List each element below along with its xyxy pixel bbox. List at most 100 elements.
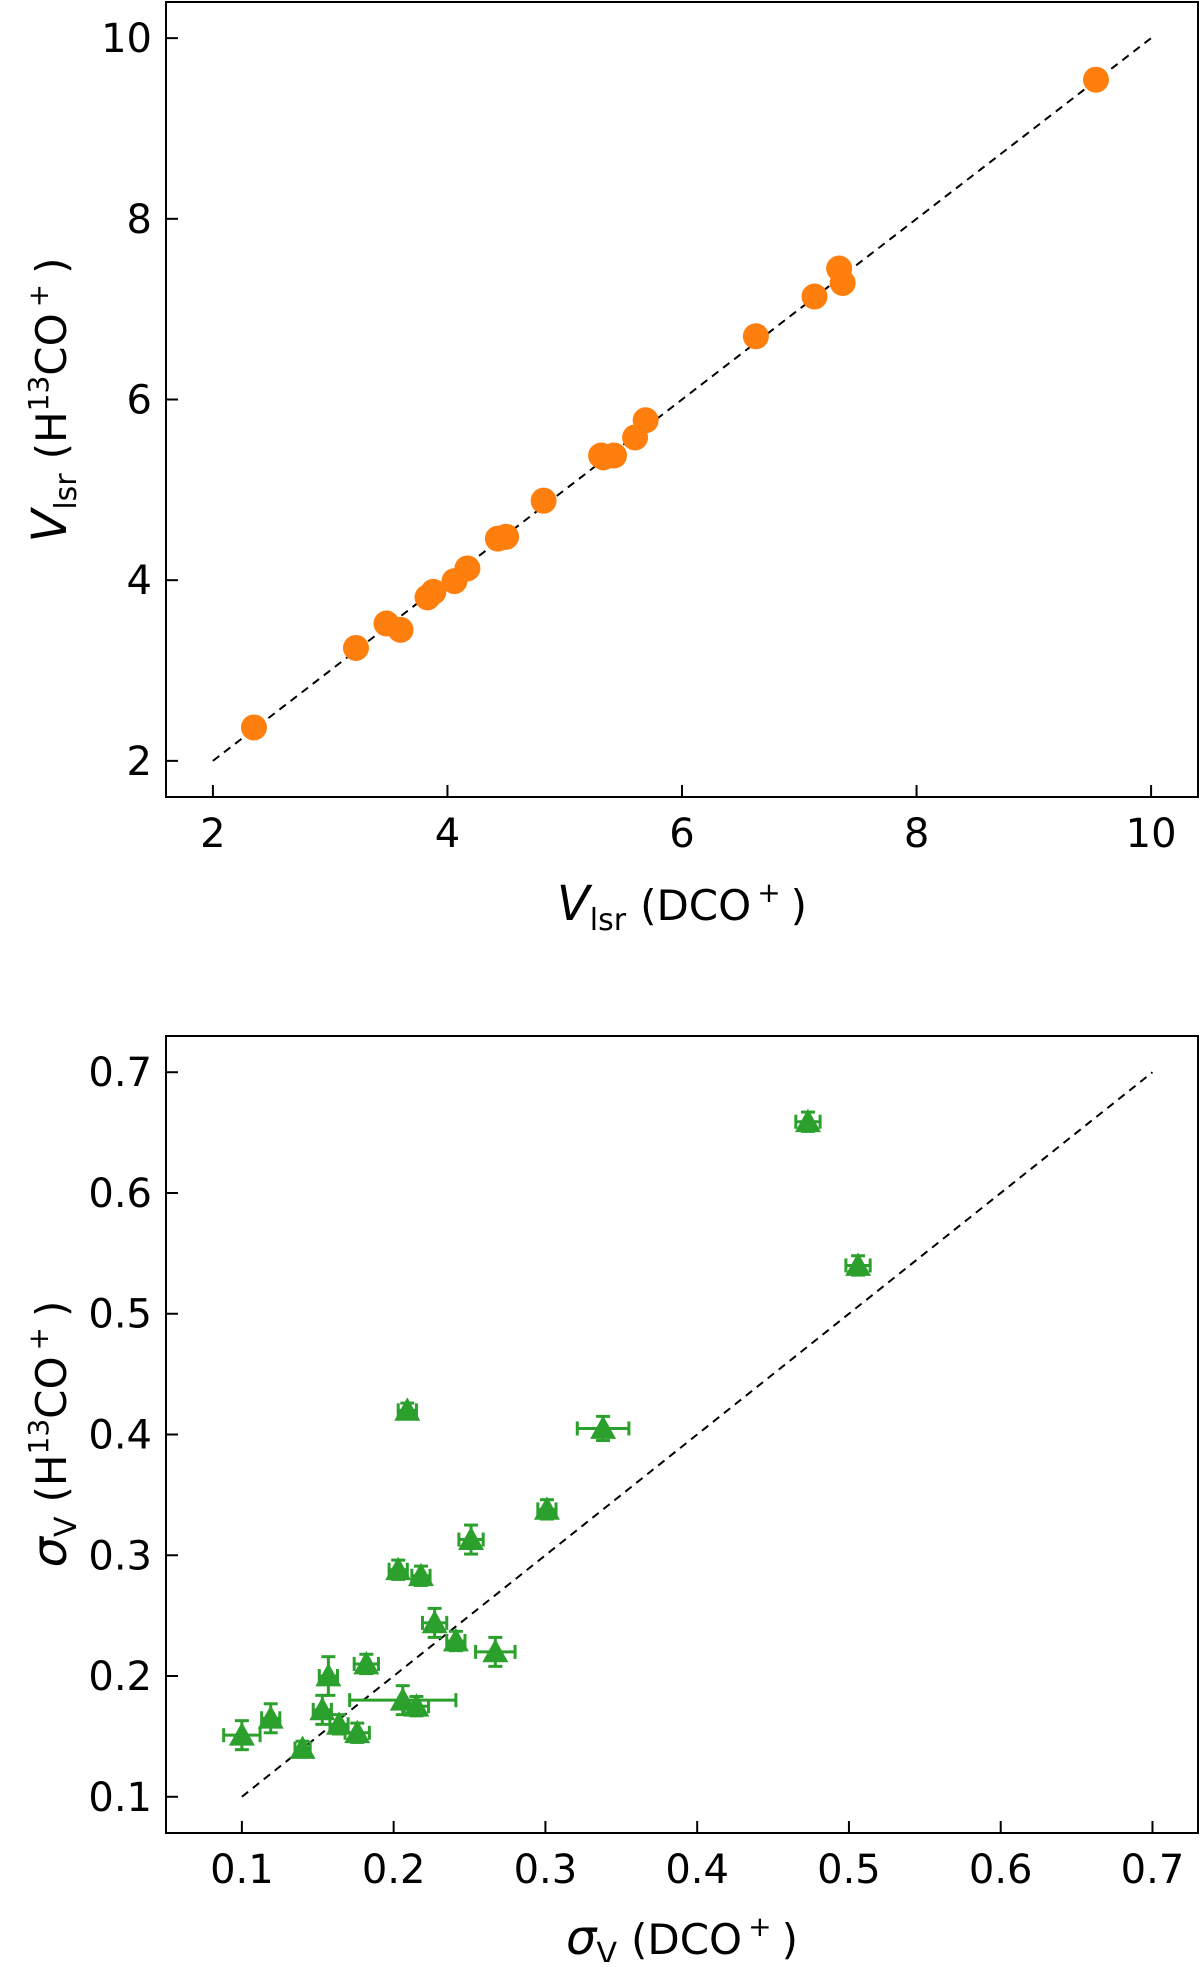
y-label-charge: +: [22, 1327, 55, 1350]
y-label-subscript: V: [49, 1516, 84, 1537]
triangle-marker: [344, 1719, 371, 1744]
x-tick-label: 0.6: [969, 1847, 1033, 1893]
x-label-subscript: V: [596, 1937, 617, 1962]
data-point: [530, 487, 557, 514]
velocity-points: [240, 66, 1109, 741]
data-point: [343, 1719, 371, 1744]
x-tick-label: 10: [1126, 811, 1177, 857]
x-label-close: ): [791, 881, 807, 930]
triangle-marker: [385, 1556, 412, 1581]
triangle-marker: [845, 1252, 872, 1276]
y-label-close: ): [27, 257, 76, 273]
data-point: [442, 1627, 469, 1653]
data-point: [533, 1496, 560, 1521]
y-label-charge: +: [22, 284, 55, 307]
x-label-close: ): [782, 1915, 798, 1962]
triangle-marker: [394, 1397, 421, 1421]
y-tick-label: 0.2: [88, 1654, 152, 1700]
triangle-marker: [794, 1108, 821, 1133]
velocity-y-ticks: 2 4 6 8 10: [101, 16, 178, 785]
data-point: [1082, 66, 1109, 93]
data-point: [575, 1414, 631, 1443]
data-point: [600, 442, 627, 469]
dispersion-x-ticks: 0.1 0.2 0.3 0.4 0.5 0.6 0.7: [210, 1821, 1184, 1893]
data-point: [387, 616, 414, 643]
data-point: [420, 1606, 449, 1639]
velocity-x-ticks: 2 4 6 8 10: [200, 785, 1177, 857]
y-tick-label: 0.6: [88, 1171, 152, 1217]
x-label-subscript: lsr: [590, 903, 627, 938]
data-point: [289, 1735, 316, 1759]
dispersion-panel: 0.1 0.2 0.3 0.4 0.5 0.6 0.7 0.1 0.2 0.3 0.4 0.5 0.6…: [22, 1035, 1199, 1967]
data-point: [474, 1635, 517, 1668]
dispersion-reference-line: [241, 1071, 1154, 1798]
triangle-marker: [482, 1638, 509, 1663]
triangle-marker: [590, 1415, 617, 1439]
data-point: [457, 1523, 485, 1556]
y-label-species-suffix: CO: [27, 313, 76, 375]
x-label-species: (DCO: [631, 1915, 742, 1962]
data-point: [222, 1719, 262, 1752]
y-label-symbol: V: [22, 507, 78, 543]
velocity-reference-line: [212, 37, 1152, 762]
x-label-charge: +: [748, 1910, 771, 1943]
triangle-marker: [228, 1722, 255, 1746]
data-point: [394, 1397, 421, 1421]
data-point: [315, 1655, 342, 1697]
data-point: [309, 1693, 336, 1726]
data-point: [794, 1108, 822, 1133]
x-tick-label: 6: [669, 811, 694, 857]
triangle-marker: [309, 1696, 336, 1721]
data-point: [844, 1252, 872, 1277]
data-point: [829, 269, 856, 296]
data-point: [801, 283, 828, 310]
dispersion-y-ticks: 0.1 0.2 0.3 0.4 0.5 0.6 0.7: [88, 1050, 178, 1821]
y-label-subscript: lsr: [49, 473, 84, 510]
y-label-species-suffix: CO: [27, 1356, 76, 1418]
y-tick-label: 0.5: [88, 1292, 152, 1338]
triangle-marker: [442, 1627, 469, 1652]
dispersion-x-axis-label: σV (DCO +): [566, 1910, 798, 1962]
triangle-marker: [458, 1526, 485, 1550]
x-tick-label: 0.2: [362, 1847, 426, 1893]
data-point: [352, 1650, 380, 1676]
triangle-marker: [407, 1562, 434, 1587]
dispersion-points: [222, 1108, 872, 1759]
x-tick-label: 0.1: [210, 1847, 274, 1893]
velocity-y-axis-label: Vlsr (H13CO +): [22, 257, 84, 542]
data-point: [407, 1562, 434, 1587]
y-tick-label: 8: [127, 197, 152, 243]
data-point: [348, 1684, 458, 1717]
triangle-marker: [533, 1496, 560, 1520]
data-point: [493, 523, 520, 550]
data-point: [454, 555, 481, 582]
triangle-marker: [353, 1650, 380, 1675]
x-tick-label: 2: [200, 811, 225, 857]
x-label-species: (DCO: [640, 881, 751, 930]
data-point: [240, 714, 267, 741]
triangle-marker: [257, 1705, 284, 1729]
triangle-marker: [289, 1735, 316, 1759]
triangle-marker: [403, 1693, 430, 1717]
dispersion-y-axis-label: σV (H13CO +): [22, 1301, 84, 1568]
y-label-symbol: σ: [22, 1535, 78, 1567]
data-point: [742, 323, 769, 350]
x-label-symbol: σ: [566, 1910, 598, 1962]
data-point: [342, 634, 369, 661]
y-tick-label: 0.7: [88, 1050, 152, 1096]
y-tick-label: 10: [101, 16, 152, 62]
x-tick-label: 0.5: [817, 1847, 881, 1893]
data-point: [385, 1556, 412, 1581]
x-tick-label: 0.3: [514, 1847, 578, 1893]
triangle-marker: [421, 1609, 448, 1634]
data-point: [402, 1693, 431, 1718]
y-tick-label: 0.3: [88, 1533, 152, 1579]
data-point: [632, 407, 659, 434]
data-point: [257, 1702, 284, 1735]
y-label-species-prefix: (H: [27, 411, 76, 459]
x-tick-label: 8: [904, 811, 929, 857]
y-tick-label: 2: [127, 739, 152, 785]
y-label-close: ): [27, 1301, 76, 1317]
triangle-marker: [315, 1663, 342, 1687]
